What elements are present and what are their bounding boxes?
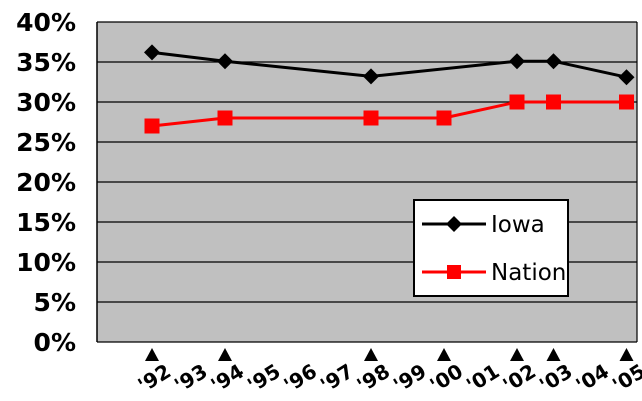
data-point-nation	[509, 94, 525, 110]
data-point-nation	[546, 94, 561, 110]
legend-box	[413, 199, 569, 297]
data-point-iowa	[545, 53, 562, 70]
x-axis-year-markers	[145, 348, 634, 361]
data-point-iowa	[217, 53, 233, 70]
gridlines	[96, 21, 638, 343]
data-point-nation	[619, 94, 634, 110]
x-year-marker	[145, 348, 159, 361]
y-tick-label: 35%	[16, 48, 76, 77]
legend-iowa-marker	[446, 216, 462, 232]
x-year-marker	[364, 348, 378, 361]
x-year-marker	[619, 348, 634, 361]
legend-iowa-label: Iowa	[491, 212, 545, 238]
data-point-iowa	[509, 53, 525, 70]
x-tick-label: '92	[134, 359, 176, 397]
x-year-marker	[437, 348, 451, 361]
x-axis-ticks: '92'93'94'95'96'97'98'99'00'01'02'03'04'…	[134, 359, 642, 397]
y-axis-ticks: 0% 5% 10% 15% 20% 25% 30% 35% 40%	[16, 8, 76, 357]
x-year-marker	[546, 348, 561, 361]
legend: Iowa Nation	[413, 199, 569, 297]
series-line-iowa	[151, 50, 627, 79]
legend-nation-marker	[447, 265, 461, 279]
x-year-marker	[510, 348, 524, 361]
data-point-nation	[363, 110, 379, 126]
x-tick-label: '01	[462, 359, 504, 397]
x-year-marker	[218, 348, 232, 361]
data-point-nation	[144, 118, 160, 134]
y-tick-label: 25%	[16, 128, 76, 157]
data-point-nation	[217, 110, 233, 126]
data-point-iowa	[363, 68, 379, 85]
x-tick-label: '97	[316, 359, 358, 397]
data-point-iowa	[144, 44, 160, 61]
y-tick-label: 10%	[16, 248, 76, 277]
x-tick-label: '05	[608, 359, 642, 397]
y-tick-label: 30%	[16, 88, 76, 117]
x-tick-label: '93	[170, 359, 212, 397]
x-tick-label: '03	[535, 359, 577, 397]
y-tick-label: 20%	[16, 168, 76, 197]
y-tick-label: 0%	[34, 328, 76, 357]
y-tick-label: 5%	[34, 288, 76, 317]
x-tick-label: '99	[389, 359, 431, 397]
x-tick-label: '04	[572, 359, 614, 397]
y-tick-label: 15%	[16, 208, 76, 237]
x-tick-label: '98	[353, 359, 395, 397]
data-point-iowa	[618, 69, 635, 86]
x-tick-label: '96	[280, 359, 322, 397]
x-tick-label: '02	[499, 359, 541, 397]
x-tick-label: '95	[243, 359, 285, 397]
x-tick-label: '00	[426, 359, 468, 397]
legend-nation-label: Nation	[491, 260, 566, 286]
data-point-nation	[436, 110, 452, 126]
x-tick-label: '94	[207, 359, 249, 397]
y-tick-label: 40%	[16, 8, 76, 37]
series-markers	[144, 44, 635, 134]
